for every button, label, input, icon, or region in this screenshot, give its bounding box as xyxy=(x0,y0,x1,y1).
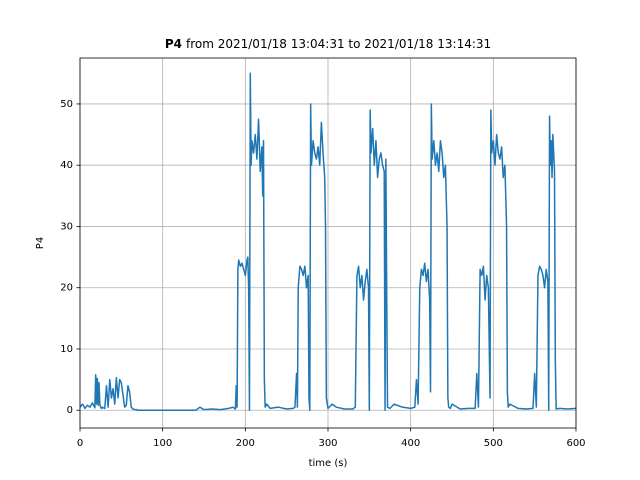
x-tick-label: 0 xyxy=(77,438,83,449)
x-tick-label: 600 xyxy=(566,438,585,449)
y-tick-label: 50 xyxy=(60,99,73,110)
x-tick-label: 500 xyxy=(484,438,503,449)
y-tick-label: 20 xyxy=(60,283,73,294)
y-tick-label: 10 xyxy=(60,344,73,355)
x-tick-label: 200 xyxy=(236,438,255,449)
y-axis-label: P4 xyxy=(35,237,46,249)
title-text: from 2021/01/18 13:04:31 to 2021/01/18 1… xyxy=(186,37,491,51)
x-tick-label: 100 xyxy=(153,438,172,449)
y-tick-label: 40 xyxy=(60,160,73,171)
x-axis-label: time (s) xyxy=(309,458,348,469)
y-tick-label: 30 xyxy=(60,221,73,232)
title-bold: P4 xyxy=(165,37,182,51)
y-tick-label: 0 xyxy=(67,405,73,416)
x-tick-label: 400 xyxy=(401,438,420,449)
chart-title: P4 from 2021/01/18 13:04:31 to 2021/01/18… xyxy=(165,37,491,51)
x-tick-label: 300 xyxy=(318,438,337,449)
data-line xyxy=(80,72,576,411)
